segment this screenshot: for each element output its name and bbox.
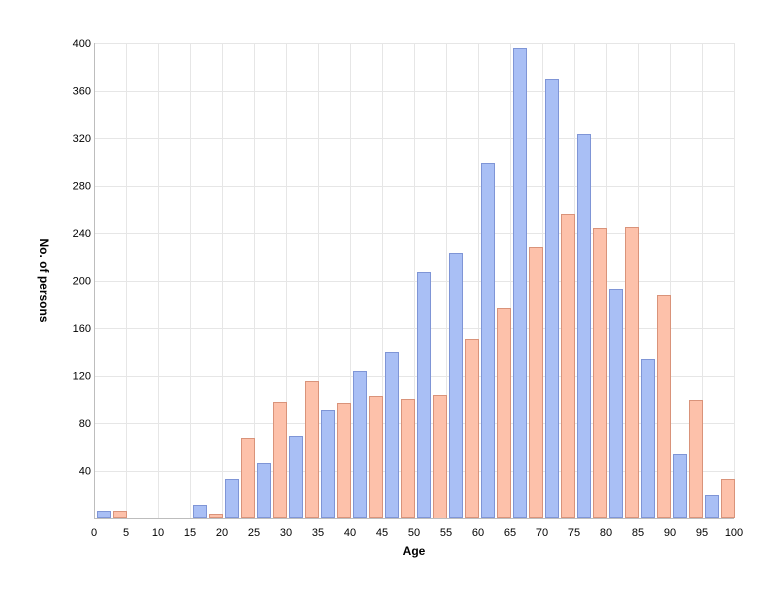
x-tick-label: 10 — [152, 527, 164, 539]
x-tick-label: 30 — [280, 527, 292, 539]
x-tick-label: 35 — [312, 527, 324, 539]
x-tick-label: 75 — [568, 527, 580, 539]
y-tick-label: 160 — [73, 323, 91, 335]
x-tick-label: 5 — [123, 527, 129, 539]
x-tick-label: 80 — [600, 527, 612, 539]
bar-80-85-s1 — [609, 289, 623, 518]
axes — [94, 43, 734, 519]
bar-65-70-s1 — [513, 48, 527, 518]
bar-40-45-s1 — [353, 371, 367, 518]
bar-80-85-s2 — [625, 227, 639, 518]
bar-0-5-s1 — [97, 511, 111, 518]
bar-35-40-s2 — [337, 403, 351, 518]
x-tick-label: 40 — [344, 527, 356, 539]
y-tick-label: 120 — [73, 371, 91, 383]
bar-75-80-s1 — [577, 134, 591, 518]
x-tick-label: 60 — [472, 527, 484, 539]
bar-35-40-s1 — [321, 410, 335, 518]
y-axis-title: No. of persons — [37, 238, 51, 322]
bar-20-25-s1 — [225, 479, 239, 518]
bar-70-75-s2 — [561, 214, 575, 518]
bar-85-90-s1 — [641, 359, 655, 518]
y-tick-label: 200 — [73, 276, 91, 288]
y-tick-label: 80 — [79, 418, 91, 430]
x-tick-label: 50 — [408, 527, 420, 539]
bar-55-60-s2 — [465, 339, 479, 518]
x-tick-label: 65 — [504, 527, 516, 539]
bar-15-20-s1 — [193, 505, 207, 518]
bar-50-55-s2 — [433, 395, 447, 519]
bar-30-35-s2 — [305, 381, 319, 518]
x-tick-label: 0 — [91, 527, 97, 539]
bar-45-50-s2 — [401, 399, 415, 518]
y-tick-label: 240 — [73, 228, 91, 240]
bars — [97, 48, 735, 519]
bar-55-60-s1 — [449, 253, 463, 518]
bar-25-30-s1 — [257, 463, 271, 518]
x-tick-label: 100 — [725, 527, 743, 539]
y-tick-label: 320 — [73, 133, 91, 145]
x-tick-label: 70 — [536, 527, 548, 539]
x-axis-title: Age — [403, 544, 426, 558]
x-tick-label: 25 — [248, 527, 260, 539]
bar-60-65-s1 — [481, 163, 495, 518]
bar-0-5-s2 — [113, 511, 127, 518]
bar-45-50-s1 — [385, 352, 399, 518]
y-tick-label: 360 — [73, 86, 91, 98]
y-tick-label: 280 — [73, 181, 91, 193]
bar-90-95-s2 — [689, 400, 703, 518]
bar-50-55-s1 — [417, 272, 431, 518]
bar-85-90-s2 — [657, 295, 671, 518]
bar-30-35-s1 — [289, 436, 303, 518]
x-tick-label: 15 — [184, 527, 196, 539]
bar-75-80-s2 — [593, 228, 607, 518]
bar-95-100-s1 — [705, 495, 719, 518]
x-tick-label: 85 — [632, 527, 644, 539]
x-tick-label: 55 — [440, 527, 452, 539]
x-tick-label: 90 — [664, 527, 676, 539]
x-tick-label: 45 — [376, 527, 388, 539]
bar-40-45-s2 — [369, 396, 383, 518]
bar-60-65-s2 — [497, 308, 511, 518]
bar-70-75-s1 — [545, 79, 559, 518]
tick-labels: 0 5 10 15 20 25 30 35 40 45 50 55 60 65 70 75 80 85 90 95 10… — [73, 38, 744, 539]
bar-15-20-s2 — [209, 514, 223, 518]
x-tick-label: 20 — [216, 527, 228, 539]
bar-95-100-s2 — [721, 479, 735, 518]
bar-20-25-s2 — [241, 438, 255, 518]
bar-65-70-s2 — [529, 247, 543, 518]
bar-90-95-s1 — [673, 454, 687, 518]
y-tick-label: 400 — [73, 38, 91, 50]
x-tick-label: 95 — [696, 527, 708, 539]
bar-25-30-s2 — [273, 402, 287, 518]
y-tick-label: 40 — [79, 466, 91, 478]
